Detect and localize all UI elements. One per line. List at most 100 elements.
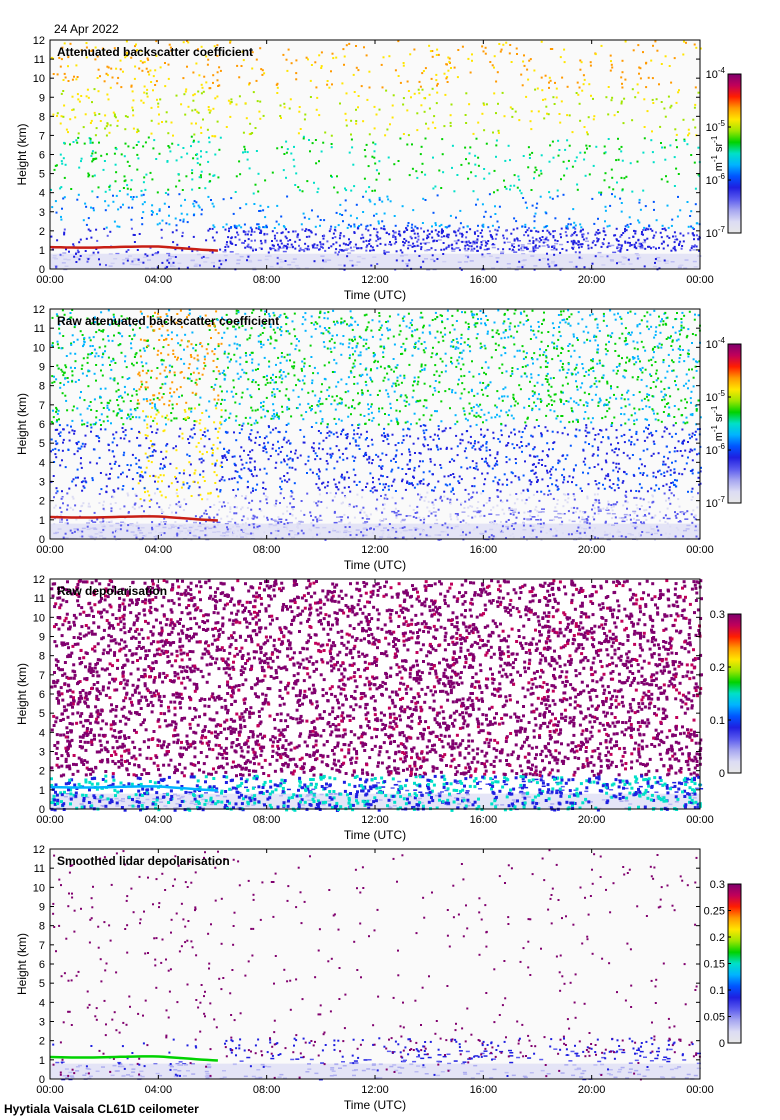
x-tick-label: 00:00 <box>36 274 64 286</box>
y-tick-label: 4 <box>39 457 45 469</box>
y-tick-label: 1 <box>39 245 45 257</box>
x-tick-label: 16:00 <box>470 544 498 556</box>
x-tick-label: 00:00 <box>36 544 64 556</box>
y-tick-label: 5 <box>39 978 45 990</box>
y-tick-label: 9 <box>39 902 45 914</box>
y-tick-label: 2 <box>39 1036 45 1048</box>
y-tick-label: 10 <box>33 73 45 85</box>
x-tick-label: 00:00 <box>686 814 714 826</box>
y-tick-label: 9 <box>39 632 45 644</box>
colorbar-unit: m-1sr-1 <box>710 135 725 171</box>
colorbar-tick-label: 10-5 <box>706 389 726 404</box>
x-tick-label: 16:00 <box>470 814 498 826</box>
colorbar-tick-label: 10-6 <box>706 172 726 187</box>
x-tick-label: 04:00 <box>145 274 173 286</box>
x-tick-label: 16:00 <box>470 274 498 286</box>
y-tick-label: 3 <box>39 207 45 219</box>
y-tick-label: 9 <box>39 362 45 374</box>
x-axis-label: Time (UTC) <box>344 558 406 572</box>
y-tick-label: 3 <box>39 477 45 489</box>
heatmap-field <box>50 579 704 812</box>
heatmap-field <box>50 849 701 1081</box>
colorbar-tick-label: 0.25 <box>704 906 725 918</box>
panel-title: Raw depolarisation <box>57 584 167 598</box>
colorbar-tick-label: 0.15 <box>704 959 725 971</box>
panel-1: Attenuated backscatter coefficient012345… <box>15 35 742 302</box>
x-tick-label: 20:00 <box>578 274 606 286</box>
y-tick-label: 1 <box>39 1055 45 1067</box>
y-axis-label: Height (km) <box>15 393 29 455</box>
x-tick-label: 20:00 <box>578 544 606 556</box>
x-tick-label: 04:00 <box>145 814 173 826</box>
x-axis-label: Time (UTC) <box>344 288 406 302</box>
panel-4: Smoothed lidar depolarisation01234567891… <box>15 844 742 1112</box>
plot-area <box>50 40 700 269</box>
x-tick-label: 16:00 <box>470 1084 498 1096</box>
y-tick-label: 8 <box>39 381 45 393</box>
y-tick-label: 0 <box>39 1074 45 1086</box>
colorbar-tick-label: 10-7 <box>706 225 726 240</box>
y-tick-label: 7 <box>39 940 45 952</box>
heatmap-field <box>50 40 702 271</box>
colorbar-tick-label: 0.3 <box>710 879 725 891</box>
y-tick-label: 5 <box>39 438 45 450</box>
y-tick-label: 0 <box>39 264 45 276</box>
x-tick-label: 04:00 <box>145 544 173 556</box>
colorbar-tick-label: 10-6 <box>706 442 726 457</box>
y-tick-label: 4 <box>39 188 45 200</box>
y-tick-label: 5 <box>39 708 45 720</box>
y-tick-label: 8 <box>39 651 45 663</box>
colorbar-gradient <box>727 343 742 504</box>
colorbar: 0.3 0.2 0.1 0 <box>710 609 742 780</box>
x-tick-label: 20:00 <box>578 1084 606 1096</box>
y-axis-label: Height (km) <box>15 663 29 725</box>
cloud-base-layer <box>49 245 218 252</box>
cloud-base-layer <box>49 515 218 522</box>
colorbar-tick-label: 10-4 <box>706 336 726 351</box>
panel-title: Raw attenuated backscatter coefficient <box>57 314 279 328</box>
y-tick-label: 10 <box>33 882 45 894</box>
x-tick-label: 12:00 <box>361 274 389 286</box>
y-tick-label: 3 <box>39 1017 45 1029</box>
x-tick-label: 00:00 <box>686 1084 714 1096</box>
y-tick-label: 5 <box>39 169 45 181</box>
plot-area <box>50 309 700 539</box>
x-tick-label: 08:00 <box>253 544 281 556</box>
y-tick-label: 12 <box>33 844 45 856</box>
x-tick-label: 00:00 <box>36 1084 64 1096</box>
colorbar-tick-label: 10-7 <box>706 495 726 510</box>
panel-title: Attenuated backscatter coefficient <box>57 45 253 59</box>
colorbar: 10-4 10-5 10-6 10-7 m-1sr-1 <box>706 336 742 510</box>
y-tick-label: 8 <box>39 921 45 933</box>
colorbar-gradient <box>727 613 742 774</box>
y-tick-label: 12 <box>33 304 45 316</box>
colorbar-tick-label: 0.1 <box>710 985 725 997</box>
colorbar-tick-label: 10-4 <box>706 66 726 81</box>
x-tick-label: 08:00 <box>253 1084 281 1096</box>
colorbar-unit: m-1sr-1 <box>710 405 725 441</box>
y-tick-label: 4 <box>39 997 45 1009</box>
x-tick-label: 04:00 <box>145 1084 173 1096</box>
x-tick-label: 12:00 <box>361 544 389 556</box>
y-tick-label: 1 <box>39 515 45 527</box>
y-tick-label: 11 <box>34 863 45 875</box>
y-tick-label: 2 <box>39 766 45 778</box>
colorbar-tick-label: 0 <box>719 768 725 780</box>
x-tick-label: 00:00 <box>686 274 714 286</box>
y-tick-label: 2 <box>39 496 45 508</box>
footer-label: Hyytiala Vaisala CL61D ceilometer <box>4 1102 199 1116</box>
x-tick-label: 08:00 <box>253 274 281 286</box>
x-axis-label: Time (UTC) <box>344 828 406 842</box>
cloud-base-layer <box>49 785 218 792</box>
colorbar: 0.3 0.25 0.2 0.15 0.1 0.05 0 <box>704 879 742 1050</box>
colorbar-tick-label: 0.2 <box>710 662 725 674</box>
y-tick-label: 6 <box>39 419 45 431</box>
x-tick-label: 12:00 <box>361 1084 389 1096</box>
colorbar-tick-label: 0.05 <box>704 1012 725 1024</box>
y-axis-label: Height (km) <box>15 933 29 995</box>
plot-area <box>50 849 700 1079</box>
y-tick-label: 3 <box>39 747 45 759</box>
y-tick-label: 1 <box>39 785 45 797</box>
y-tick-label: 10 <box>33 342 45 354</box>
